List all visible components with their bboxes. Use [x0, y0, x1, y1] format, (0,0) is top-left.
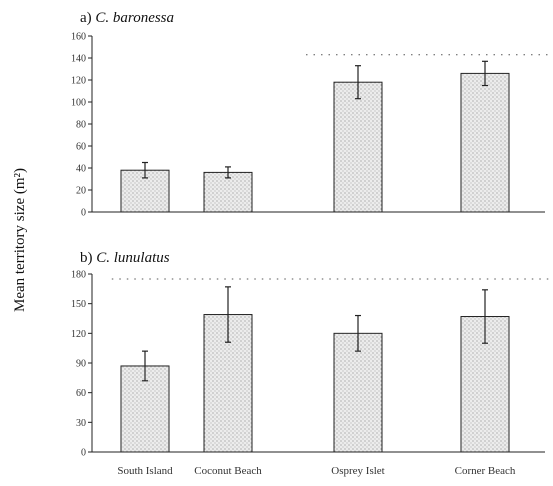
panel-b-title-species: C. lunulatus: [96, 250, 170, 266]
panel-b-y-tick-label: 90: [76, 359, 86, 370]
category-labels: South Island Coconut Beach Osprey Islet Cor…: [117, 465, 516, 477]
panel-a-y-tick-label: 140: [71, 54, 86, 65]
panel-a-y-tick-label: 60: [76, 142, 86, 153]
panel-b-bar-osprey-islet: [333, 332, 383, 453]
panel-a-title-species: C. baronessa: [95, 10, 174, 26]
panel-a-title-prefix: a): [80, 10, 95, 26]
panel-b-y-tick-label: 0: [81, 448, 86, 459]
panel-b-y-tick-label: 30: [76, 418, 86, 429]
y-axis-label: Mean territory size (m²): [12, 168, 28, 312]
panel-a-y-tick-label: 0: [81, 208, 86, 219]
panel-b-y-tick-label: 60: [76, 388, 86, 399]
category-label-osprey-islet: Osprey Islet: [331, 465, 384, 477]
panel-a-title: a) C. baronessa: [80, 10, 174, 26]
panel-b-y-tick-label: 150: [71, 299, 86, 310]
panel-a-y-tick-label: 40: [76, 164, 86, 175]
panel-b-y-tick-label: 180: [71, 270, 86, 281]
category-label-south-island: South Island: [117, 465, 173, 477]
panel-a-y-tick-label: 100: [71, 98, 86, 109]
panel-b-title-prefix: b): [80, 250, 96, 266]
panel-b-y-tick-label: 120: [71, 329, 86, 340]
category-label-corner-beach: Corner Beach: [455, 465, 516, 477]
panel-b: b) C. lunulatus 0 30 60 90 120 150 180: [71, 250, 553, 459]
panel-a-y-tick-label: 80: [76, 120, 86, 131]
panel-a-bar-corner-beach: [460, 72, 510, 213]
panel-a-y-tick-label: 20: [76, 186, 86, 197]
category-label-coconut-beach: Coconut Beach: [194, 465, 262, 477]
panel-a-y-tick-label: 120: [71, 76, 86, 87]
panel-a-bar-coconut-beach: [203, 171, 253, 213]
panel-a: a) C. baronessa 0 20 40 60 80 100 120 140 160: [71, 10, 549, 219]
panel-a-bar-osprey-islet: [333, 81, 383, 213]
panel-a-y-tick-label: 160: [71, 32, 86, 43]
panel-b-title: b) C. lunulatus: [80, 250, 170, 266]
